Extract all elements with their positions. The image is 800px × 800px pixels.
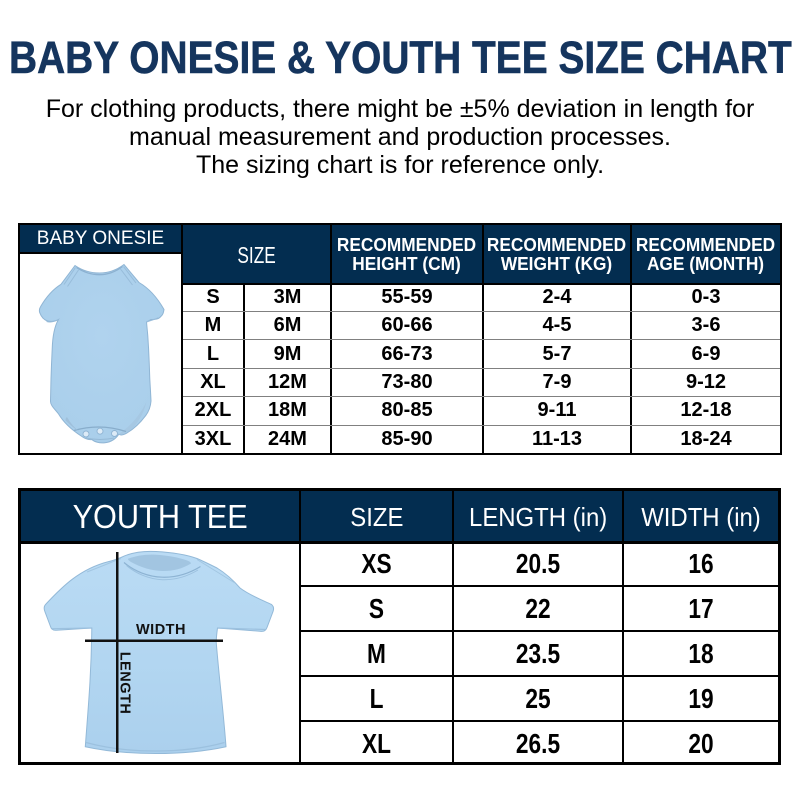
svg-text:LENGTH: LENGTH	[117, 652, 133, 715]
svg-text:WIDTH: WIDTH	[136, 622, 186, 638]
